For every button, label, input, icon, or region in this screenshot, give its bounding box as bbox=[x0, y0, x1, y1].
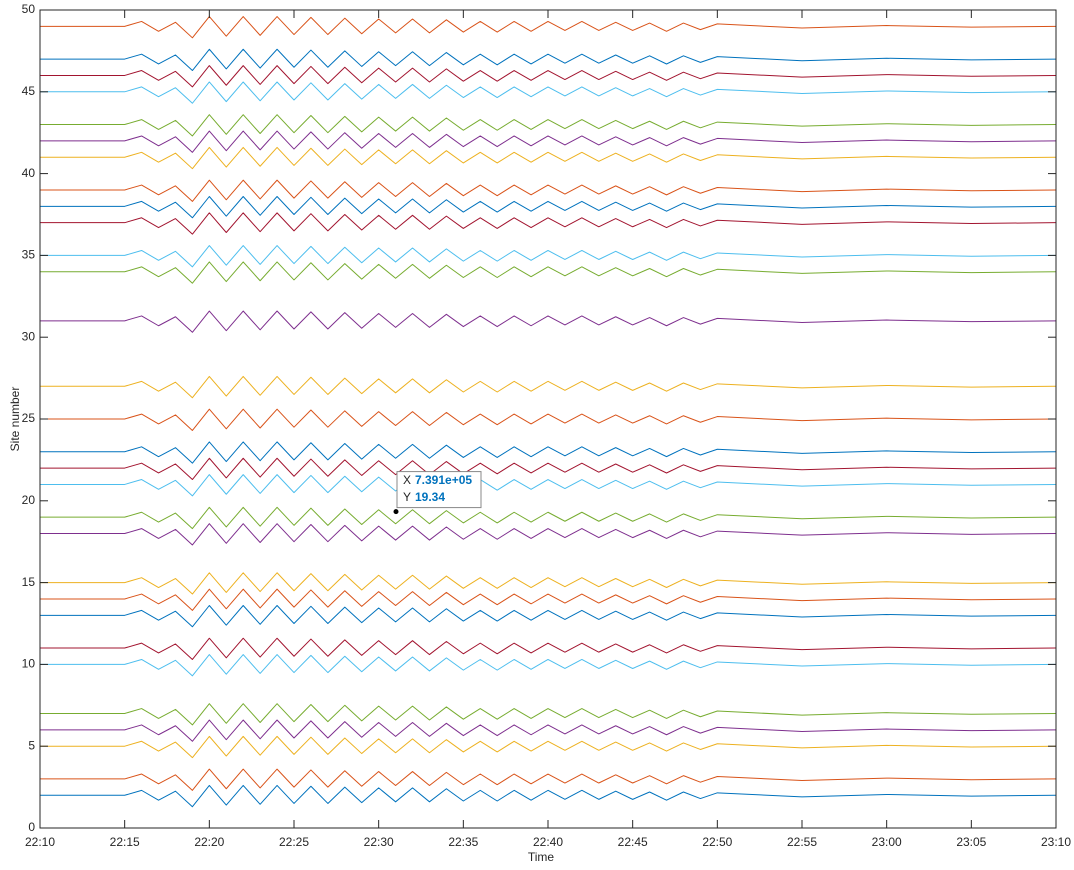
x-tick-label: 22:15 bbox=[110, 835, 140, 849]
trace bbox=[40, 81, 1057, 104]
trace bbox=[40, 588, 1057, 611]
trace bbox=[40, 506, 1057, 530]
trace bbox=[40, 130, 1057, 153]
x-tick-label: 23:10 bbox=[1041, 835, 1071, 849]
trace bbox=[40, 245, 1057, 268]
y-tick-label: 40 bbox=[22, 166, 36, 180]
y-tick-label: 10 bbox=[22, 657, 36, 671]
trace bbox=[40, 146, 1057, 170]
x-tick-label: 22:35 bbox=[448, 835, 478, 849]
trace bbox=[40, 65, 1057, 88]
trace bbox=[40, 735, 1057, 759]
trace bbox=[40, 310, 1057, 333]
trace bbox=[40, 457, 1057, 481]
x-tick-label: 23:00 bbox=[872, 835, 902, 849]
y-tick-label: 5 bbox=[28, 738, 35, 752]
x-tick-label: 22:10 bbox=[25, 835, 55, 849]
trace bbox=[40, 196, 1057, 219]
trace bbox=[40, 48, 1057, 72]
trace bbox=[40, 441, 1057, 464]
trace bbox=[40, 474, 1057, 497]
y-tick-label: 0 bbox=[28, 820, 35, 834]
x-tick-label: 22:45 bbox=[618, 835, 648, 849]
x-tick-label: 22:30 bbox=[364, 835, 394, 849]
datatip-y-value: 19.34 bbox=[415, 490, 445, 504]
y-axis-label: Site number bbox=[8, 387, 22, 452]
y-tick-label: 15 bbox=[22, 575, 36, 589]
y-tick-label: 50 bbox=[22, 2, 36, 16]
trace bbox=[40, 16, 1057, 39]
x-tick-label: 22:40 bbox=[533, 835, 563, 849]
trace bbox=[40, 114, 1057, 137]
trace bbox=[40, 637, 1057, 660]
trace bbox=[40, 523, 1057, 546]
y-tick-label: 25 bbox=[22, 411, 36, 425]
y-tick-label: 35 bbox=[22, 248, 36, 262]
trace bbox=[40, 768, 1057, 791]
trace bbox=[40, 212, 1057, 235]
datatip-x-label: X bbox=[403, 473, 411, 487]
trace bbox=[40, 719, 1057, 742]
x-tick-label: 22:25 bbox=[279, 835, 309, 849]
trace bbox=[40, 261, 1057, 284]
trace bbox=[40, 408, 1057, 431]
datatip-marker bbox=[393, 509, 399, 515]
trace bbox=[40, 784, 1057, 808]
trace bbox=[40, 605, 1057, 628]
y-tick-label: 45 bbox=[22, 84, 36, 98]
datatip: X 7.391e+05 Y 19.34 bbox=[393, 471, 482, 515]
trace bbox=[40, 375, 1057, 399]
x-axis-label: Time bbox=[528, 850, 555, 864]
trace bbox=[40, 703, 1057, 726]
trace bbox=[40, 572, 1057, 595]
x-tick-label: 23:05 bbox=[956, 835, 986, 849]
y-tick-label: 20 bbox=[22, 493, 36, 507]
x-tick-label: 22:55 bbox=[787, 835, 817, 849]
x-tick-label: 22:20 bbox=[194, 835, 224, 849]
trace bbox=[40, 654, 1057, 677]
datatip-y-label: Y bbox=[403, 490, 411, 504]
datatip-box bbox=[396, 471, 482, 509]
trace bbox=[40, 179, 1057, 202]
datatip-x-value: 7.391e+05 bbox=[415, 473, 472, 487]
x-tick-label: 22:50 bbox=[702, 835, 732, 849]
y-tick-label: 30 bbox=[22, 329, 36, 343]
